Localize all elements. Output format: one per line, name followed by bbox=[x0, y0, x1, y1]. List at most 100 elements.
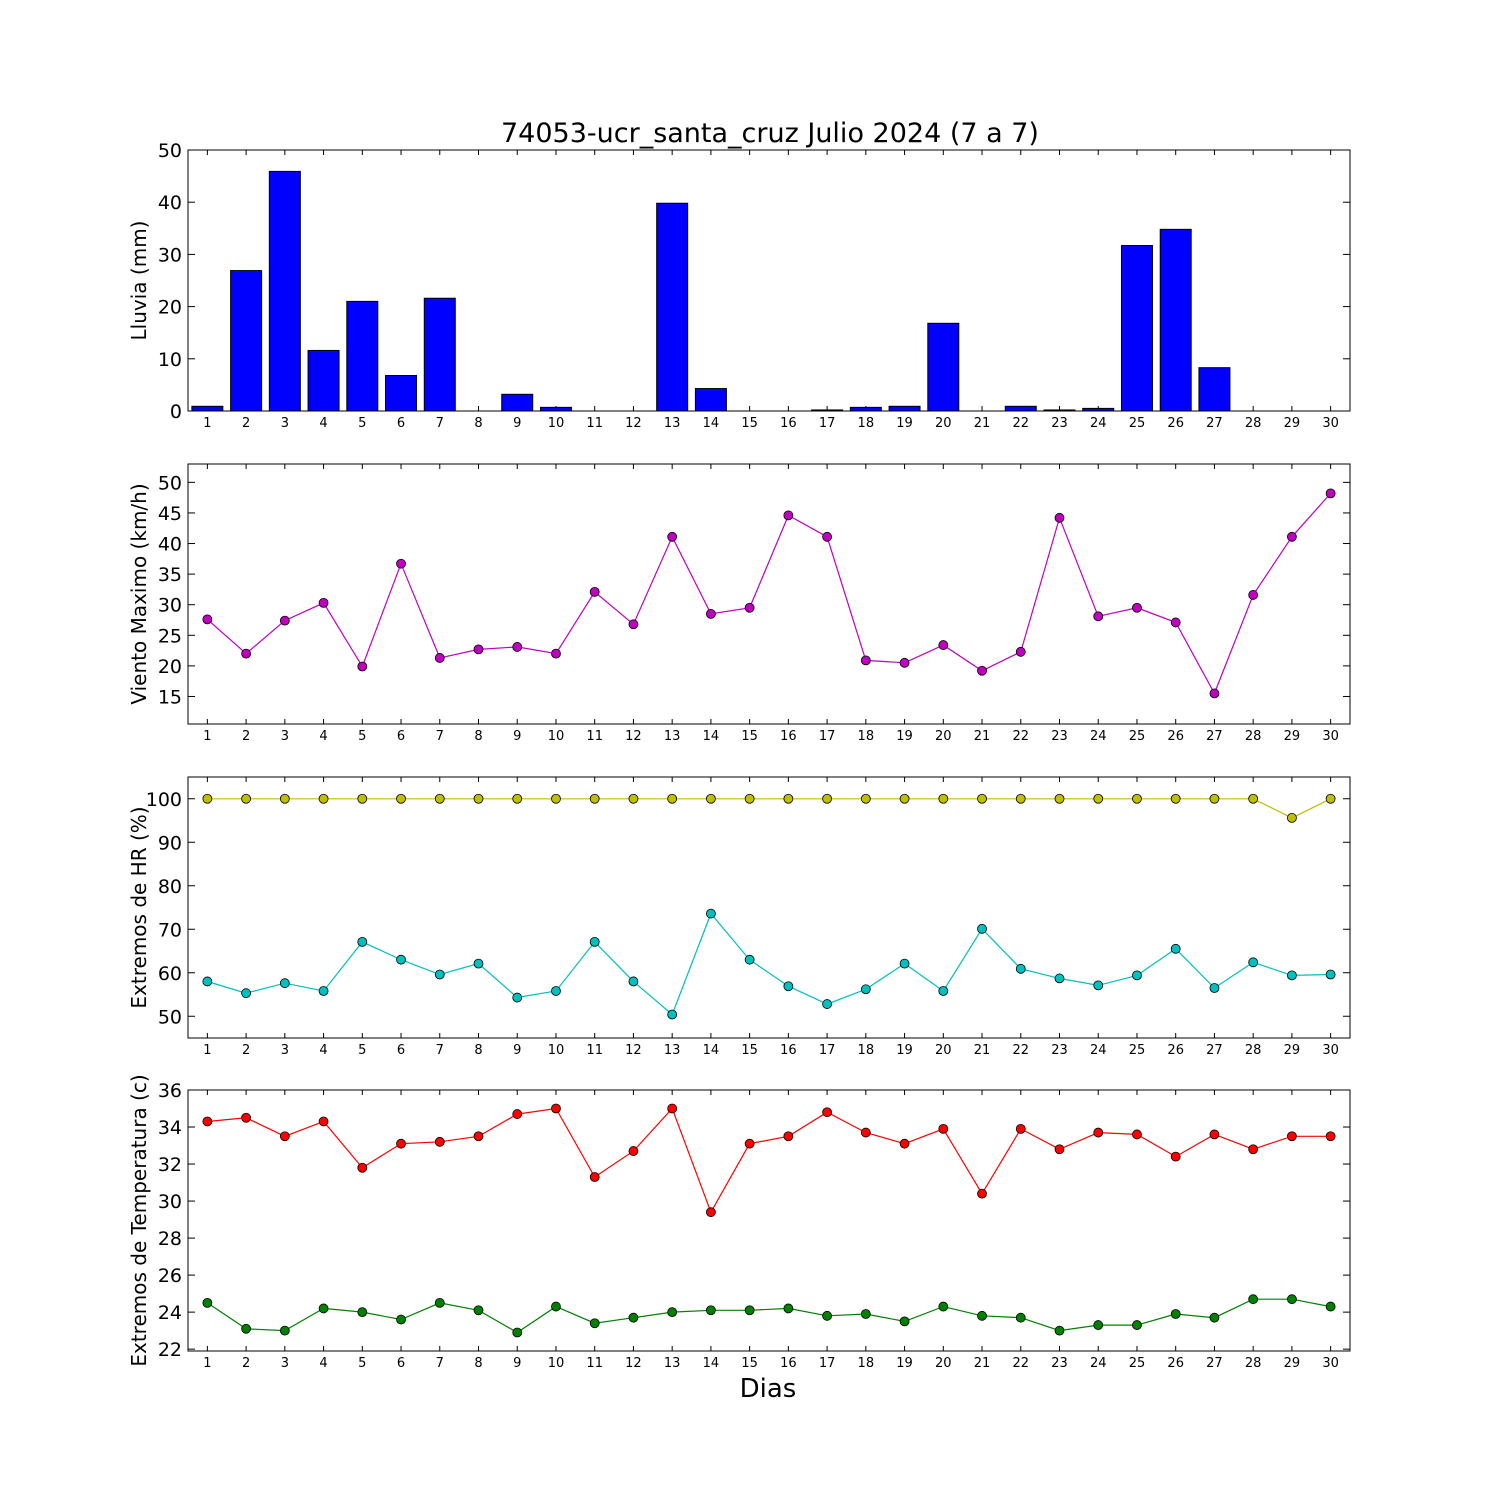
x-tick-label: 30 bbox=[1322, 416, 1339, 431]
data-point bbox=[860, 1127, 871, 1138]
y-tick-label: 36 bbox=[158, 1080, 182, 1102]
data-point bbox=[1209, 793, 1220, 804]
data-point bbox=[589, 936, 600, 947]
x-tick-label: 10 bbox=[548, 1356, 565, 1371]
data-point bbox=[202, 1116, 213, 1127]
data-point bbox=[822, 1310, 832, 1321]
y-tick-label: 32 bbox=[158, 1154, 182, 1176]
data-point bbox=[822, 531, 832, 542]
data-point bbox=[628, 1312, 639, 1323]
x-tick-label: 12 bbox=[625, 1043, 642, 1058]
x-tick-label: 8 bbox=[474, 1043, 482, 1058]
x-tick-label: 6 bbox=[397, 1356, 405, 1371]
bar bbox=[1082, 407, 1115, 412]
y-tick-label: 40 bbox=[158, 192, 182, 214]
y-tick-label: 40 bbox=[158, 534, 182, 556]
x-tick-label: 4 bbox=[319, 729, 327, 744]
data-point bbox=[1248, 1294, 1259, 1305]
x-tick-label: 24 bbox=[1090, 416, 1107, 431]
series-line bbox=[207, 912, 1331, 1016]
bar bbox=[501, 393, 534, 412]
data-point bbox=[318, 597, 329, 608]
data-point bbox=[279, 978, 290, 989]
data-point bbox=[396, 954, 406, 965]
y-tick-label: 80 bbox=[158, 876, 182, 898]
axes-frame bbox=[187, 463, 1351, 725]
bar bbox=[656, 202, 689, 412]
data-point bbox=[899, 1316, 910, 1327]
data-point bbox=[706, 793, 716, 804]
x-tick-label: 29 bbox=[1284, 416, 1301, 431]
data-point bbox=[1170, 943, 1181, 954]
x-tick-label: 17 bbox=[819, 1356, 836, 1371]
x-tick-label: 12 bbox=[625, 729, 642, 744]
x-tick-label: 19 bbox=[896, 416, 913, 431]
x-tick-label: 5 bbox=[358, 729, 366, 744]
x-tick-label: 1 bbox=[203, 1356, 211, 1371]
data-point bbox=[667, 793, 678, 804]
data-point bbox=[1170, 617, 1181, 628]
data-point bbox=[434, 1297, 445, 1308]
chart-title: 74053-ucr_santa_cruz Julio 2024 (7 a 7) bbox=[501, 118, 1039, 149]
data-point bbox=[241, 648, 252, 659]
x-tick-label: 22 bbox=[1012, 1043, 1029, 1058]
x-tick-label: 22 bbox=[1012, 416, 1029, 431]
data-point bbox=[589, 1172, 600, 1182]
data-point bbox=[744, 602, 755, 613]
data-point bbox=[977, 1310, 987, 1321]
y-tick-label: 28 bbox=[158, 1228, 182, 1250]
data-point bbox=[783, 981, 794, 992]
x-tick-label: 20 bbox=[935, 416, 952, 431]
data-point bbox=[744, 1138, 755, 1149]
x-tick-label: 25 bbox=[1129, 1356, 1146, 1371]
x-tick-label: 14 bbox=[703, 1356, 720, 1371]
data-point bbox=[977, 665, 987, 676]
data-point bbox=[279, 1325, 290, 1336]
data-point bbox=[1132, 970, 1142, 981]
data-point bbox=[1325, 1131, 1336, 1142]
data-point bbox=[1093, 611, 1104, 622]
data-point bbox=[357, 1307, 368, 1318]
data-point bbox=[744, 793, 755, 804]
data-point bbox=[1325, 969, 1336, 980]
data-point bbox=[551, 986, 561, 996]
axes-frame bbox=[187, 1089, 1351, 1352]
x-tick-label: 3 bbox=[281, 416, 289, 431]
series-1 bbox=[202, 488, 1336, 699]
axes-frame bbox=[187, 776, 1351, 1039]
axes-frame bbox=[187, 149, 1351, 412]
series-1 bbox=[202, 1103, 1336, 1218]
x-tick-label: 10 bbox=[548, 416, 565, 431]
x-tick-label: 27 bbox=[1206, 416, 1223, 431]
y-tick-label: 90 bbox=[158, 832, 182, 854]
y-tick-label: 50 bbox=[158, 140, 182, 162]
bar bbox=[927, 322, 960, 412]
x-tick-label: 28 bbox=[1245, 729, 1262, 744]
x-tick-label: 9 bbox=[513, 1043, 521, 1058]
data-point bbox=[938, 1301, 949, 1312]
y-axis-label: Lluvia (mm) bbox=[127, 221, 151, 341]
x-tick-label: 5 bbox=[358, 416, 366, 431]
x-tick-label: 27 bbox=[1206, 1043, 1223, 1058]
x-tick-label: 13 bbox=[664, 416, 681, 431]
data-point bbox=[318, 986, 329, 996]
bar bbox=[694, 388, 727, 412]
x-tick-label: 22 bbox=[1012, 1356, 1029, 1371]
data-point bbox=[1209, 1312, 1220, 1323]
data-point bbox=[1287, 1131, 1297, 1142]
x-tick-label: 21 bbox=[974, 729, 991, 744]
series-line bbox=[207, 1107, 1331, 1214]
x-tick-label: 21 bbox=[974, 1356, 991, 1371]
x-tick-label: 15 bbox=[741, 416, 758, 431]
data-point bbox=[1170, 1309, 1181, 1319]
x-tick-label: 19 bbox=[896, 1356, 913, 1371]
y-tick-label: 100 bbox=[146, 789, 182, 811]
data-point bbox=[938, 793, 949, 804]
y-tick-label: 20 bbox=[158, 297, 182, 319]
x-tick-label: 23 bbox=[1051, 1356, 1068, 1371]
data-point bbox=[396, 558, 406, 569]
x-tick-label: 4 bbox=[319, 416, 327, 431]
x-tick-label: 1 bbox=[203, 1043, 211, 1058]
